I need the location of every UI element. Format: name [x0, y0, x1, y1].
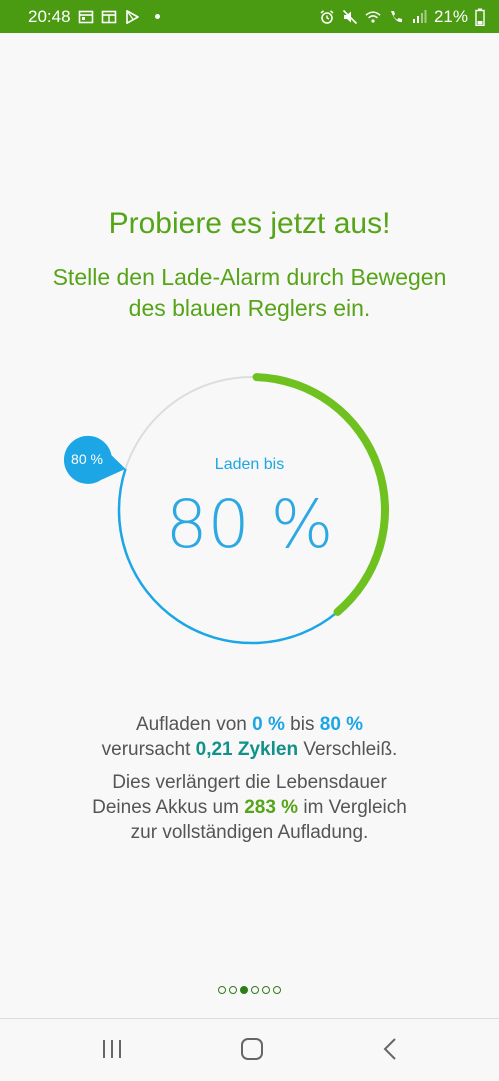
- dial-green-arc[interactable]: [252, 373, 389, 616]
- page-dot: [218, 986, 226, 994]
- cycles-value: 0,21 Zyklen: [195, 739, 299, 760]
- info-text: Deines Akkus um: [92, 797, 245, 818]
- page-dot: [229, 986, 237, 994]
- from-value: 0 %: [252, 714, 285, 735]
- lifetime-percent: 283 %: [244, 797, 299, 818]
- to-value: 80 %: [319, 714, 364, 735]
- info-text: Aufladen von: [135, 714, 253, 735]
- back-icon[interactable]: [377, 1037, 405, 1061]
- mute-icon: [342, 9, 358, 24]
- navigation-bar: [0, 1018, 499, 1081]
- info-text: Verschleiß.: [298, 739, 398, 760]
- volte-call-icon: [390, 10, 402, 22]
- charge-dial: [63, 373, 389, 645]
- status-bar-right: 21%: [319, 7, 485, 27]
- page-indicator: [0, 986, 499, 994]
- signal-icon: [412, 9, 427, 23]
- status-bar: 20:48: [0, 0, 499, 33]
- status-time: 20:48: [28, 6, 71, 26]
- slider-handle-label[interactable]: 80 %: [71, 451, 103, 467]
- info-text: im Vergleich: [298, 797, 407, 818]
- alarm-icon: [320, 9, 334, 24]
- slider-handle[interactable]: [63, 435, 126, 484]
- wifi-call-icon: [365, 10, 381, 23]
- notification-dot-icon: [154, 14, 160, 19]
- info-text: verursacht: [101, 739, 196, 760]
- calendar-icon: [78, 10, 93, 23]
- page-dot: [262, 986, 270, 994]
- page-subtitle: Stelle den Lade-Alarm durch Bewegen des …: [52, 264, 447, 321]
- page-dot: [251, 986, 259, 994]
- page-dot: [273, 986, 281, 994]
- battery-icon: [475, 8, 485, 26]
- charge-info: Aufladen von 0 % bis 80 % verursacht 0,2…: [0, 712, 499, 762]
- status-bar-left: 20:48: [28, 7, 160, 27]
- app-window-icon: [101, 10, 116, 23]
- dial-label: Laden bis: [214, 456, 285, 473]
- battery-percentage: 21%: [433, 6, 468, 26]
- page-title: Probiere es jetzt aus!: [108, 207, 391, 240]
- page-dot: [240, 986, 248, 994]
- info-text: Dies verlängert die Lebensdauer: [112, 772, 387, 793]
- play-store-icon: [125, 9, 139, 24]
- dial-value: 80 %: [165, 486, 334, 563]
- lifetime-info: Dies verlängert die Lebensdauer Deines A…: [0, 770, 499, 845]
- info-text: bis: [284, 714, 320, 735]
- dial-blue-arc: [117, 468, 339, 645]
- recent-apps-icon[interactable]: [98, 1037, 126, 1061]
- home-icon[interactable]: [238, 1037, 266, 1061]
- info-text: zur vollständigen Aufladung.: [130, 822, 369, 843]
